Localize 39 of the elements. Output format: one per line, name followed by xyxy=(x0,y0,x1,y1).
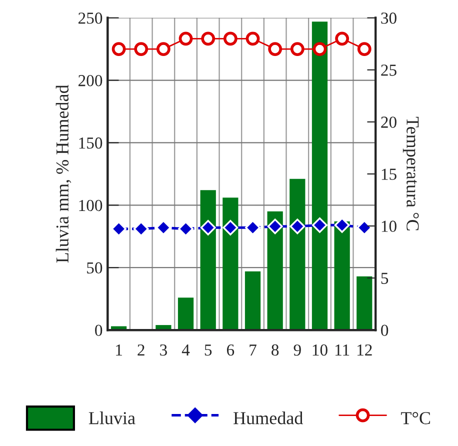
y2-axis-title: Temperatura °C xyxy=(402,116,419,230)
bar xyxy=(334,221,350,330)
y2-tick-label: 30 xyxy=(381,12,396,24)
legend-label: T°C xyxy=(401,412,430,424)
legend-label: Humedad xyxy=(234,412,303,424)
x-tick-label: 12 xyxy=(358,344,372,356)
y-axis-title: Lluvia mm, % Humedad xyxy=(56,84,72,263)
legend-label: Lluvia xyxy=(88,412,136,424)
x-tick-label: 5 xyxy=(204,344,212,356)
y-tick-label: 0 xyxy=(95,324,102,336)
bar xyxy=(200,190,216,330)
y-tick-label: 250 xyxy=(78,12,102,24)
x-tick-label: 10 xyxy=(312,344,328,356)
bar xyxy=(290,178,306,330)
x-tick-label: 8 xyxy=(272,344,279,356)
x-tick-label: 2 xyxy=(138,344,144,356)
bar xyxy=(312,22,328,330)
y2-tick-label: 20 xyxy=(381,116,396,128)
y-tick-label: 50 xyxy=(87,262,102,274)
x-tick-label: 1 xyxy=(116,344,122,356)
y2-tick-label: 10 xyxy=(382,220,396,232)
x-tick-label: 9 xyxy=(294,344,301,356)
x-tick-label: 6 xyxy=(226,344,234,356)
y-tick-label: 150 xyxy=(79,137,102,149)
x-tick-label: 7 xyxy=(250,344,256,356)
y-tick-label: 200 xyxy=(78,74,102,86)
x-tick-label: 11 xyxy=(336,344,350,356)
y2-tick-label: 5 xyxy=(381,272,388,284)
x-tick-label: 3 xyxy=(160,344,167,356)
bar xyxy=(222,198,238,330)
y-tick-label: 100 xyxy=(79,200,102,212)
y2-tick-label: 0 xyxy=(381,324,388,336)
bar xyxy=(267,211,283,330)
y2-tick-label: 25 xyxy=(381,64,396,76)
x-tick-label: 4 xyxy=(182,344,190,356)
bar xyxy=(356,276,372,330)
bar xyxy=(178,298,194,330)
bar xyxy=(244,271,261,330)
y2-tick-label: 15 xyxy=(382,168,396,180)
